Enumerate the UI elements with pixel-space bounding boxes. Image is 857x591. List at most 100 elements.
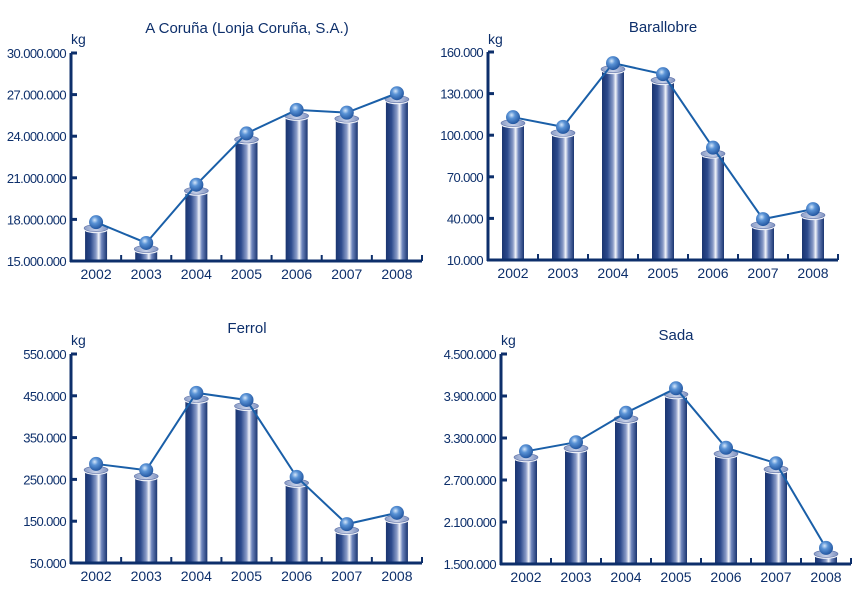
chart-ferrol: Ferrol kg 50.000 150.000 250.000 350.000 450…: [23, 320, 423, 584]
data-point-2002: [519, 444, 533, 459]
chart-sada: Sada kg 1.500.000 2.100.000 2.700.000 3.300…: [444, 327, 852, 585]
x-tick-label: 2005: [660, 569, 691, 585]
x-tick-label: 2003: [547, 265, 578, 281]
y-tick-label: 100.000: [440, 128, 483, 143]
x-tick-label: 2003: [560, 569, 591, 585]
y-tick-label: 24.000.000: [7, 129, 66, 144]
bar-2008: [384, 515, 410, 563]
bar-2004: [184, 395, 209, 563]
chart-title: Sada: [658, 327, 694, 344]
x-tick-label: 2003: [131, 568, 162, 584]
bar-2004: [613, 414, 639, 564]
bar-2007: [334, 526, 360, 563]
data-point-2002: [89, 215, 104, 230]
chart-title: A Coruña (Lonja Coruña, S.A.): [145, 20, 348, 37]
data-point-2005: [239, 126, 254, 141]
data-point-2007: [769, 456, 783, 471]
x-tick-label: 2008: [381, 266, 412, 282]
y-tick-label: 1.500.000: [444, 557, 497, 572]
bar-2008: [800, 211, 826, 260]
data-point-2007: [756, 212, 770, 227]
x-tick-label: 2005: [647, 265, 678, 281]
data-point-2004: [189, 177, 204, 192]
bar-2006: [713, 449, 739, 564]
x-tick-label: 2006: [281, 568, 312, 584]
y-tick-label: 3.900.000: [444, 389, 497, 404]
bar-2005: [663, 390, 689, 564]
bar-2004: [600, 65, 626, 261]
bar-2004: [184, 186, 209, 261]
x-tick-label: 2007: [331, 568, 362, 584]
data-point-2007: [339, 517, 354, 532]
x-tick-label: 2005: [231, 266, 262, 282]
x-tick-label: 2005: [231, 568, 262, 584]
y-tick-label: 250.000: [23, 472, 66, 487]
bar-2008: [384, 95, 410, 261]
bar-2007: [750, 221, 776, 260]
bar-2006: [284, 479, 309, 563]
x-tick-label: 2004: [610, 569, 641, 585]
x-tick-label: 2004: [597, 265, 628, 281]
data-point-2006: [289, 102, 304, 117]
x-tick-label: 2008: [810, 569, 841, 585]
bar-2002: [83, 224, 109, 261]
data-point-2006: [719, 440, 733, 455]
data-point-2002: [89, 456, 104, 471]
y-tick-label: 70.000: [447, 170, 484, 185]
data-point-2008: [819, 540, 833, 555]
bar-2002: [83, 466, 109, 563]
data-point-2005: [239, 392, 254, 407]
y-tick-label: 3.300.000: [444, 431, 497, 446]
y-tick-label: 160.000: [440, 45, 483, 60]
data-point-2003: [139, 463, 154, 478]
data-point-2008: [389, 505, 404, 520]
y-tick-label: 150.000: [23, 514, 66, 529]
data-point-2003: [569, 435, 583, 450]
data-point-2008: [806, 202, 820, 217]
y-tick-label: 4.500.000: [444, 347, 497, 362]
y-tick-label: 130.000: [440, 87, 483, 102]
bar-2007: [334, 114, 360, 261]
y-axis-unit-label: kg: [488, 31, 503, 47]
x-tick-label: 2007: [760, 569, 791, 585]
chart-title: Ferrol: [227, 320, 266, 337]
y-tick-label: 2.100.000: [444, 515, 497, 530]
bar-2008: [813, 550, 839, 564]
bar-2003: [133, 472, 159, 563]
y-tick-label: 21.000.000: [7, 171, 66, 186]
bar-2003: [550, 129, 576, 260]
bar-2002: [513, 453, 539, 564]
chart-a-coruna: A Coruña (Lonja Coruña, S.A.) kg 15.000.…: [7, 20, 423, 282]
x-tick-label: 2004: [181, 266, 212, 282]
chart-barallobre: Barallobre kg 10.000 40.000 70.000 100.000 1…: [440, 19, 839, 281]
y-tick-label: 350.000: [23, 431, 66, 446]
data-point-2004: [606, 56, 620, 71]
y-tick-label: 550.000: [23, 347, 66, 362]
data-point-2004: [189, 385, 204, 400]
x-tick-label: 2004: [181, 568, 212, 584]
y-tick-label: 27.000.000: [7, 88, 66, 103]
x-tick-label: 2002: [80, 568, 111, 584]
y-axis-unit-label: kg: [71, 332, 86, 348]
y-tick-label: 2.700.000: [444, 473, 497, 488]
y-tick-label: 18.000.000: [7, 212, 66, 227]
y-tick-label: 15.000.000: [7, 254, 66, 269]
y-tick-label: 10.000: [447, 253, 484, 268]
data-point-2005: [656, 67, 670, 82]
y-tick-label: 30.000.000: [7, 46, 66, 61]
data-point-2007: [339, 105, 354, 120]
y-axis-unit-label: kg: [71, 31, 86, 47]
x-tick-label: 2002: [510, 569, 541, 585]
chart-title: Barallobre: [629, 19, 697, 36]
bar-2002: [500, 119, 526, 260]
data-point-2006: [289, 469, 304, 484]
x-tick-label: 2002: [497, 265, 528, 281]
bar-2006: [284, 112, 309, 261]
x-tick-label: 2003: [131, 266, 162, 282]
y-tick-label: 40.000: [447, 211, 484, 226]
y-tick-label: 450.000: [23, 389, 66, 404]
bar-2007: [763, 465, 789, 564]
data-point-2006: [706, 140, 720, 155]
data-point-2004: [619, 405, 633, 420]
